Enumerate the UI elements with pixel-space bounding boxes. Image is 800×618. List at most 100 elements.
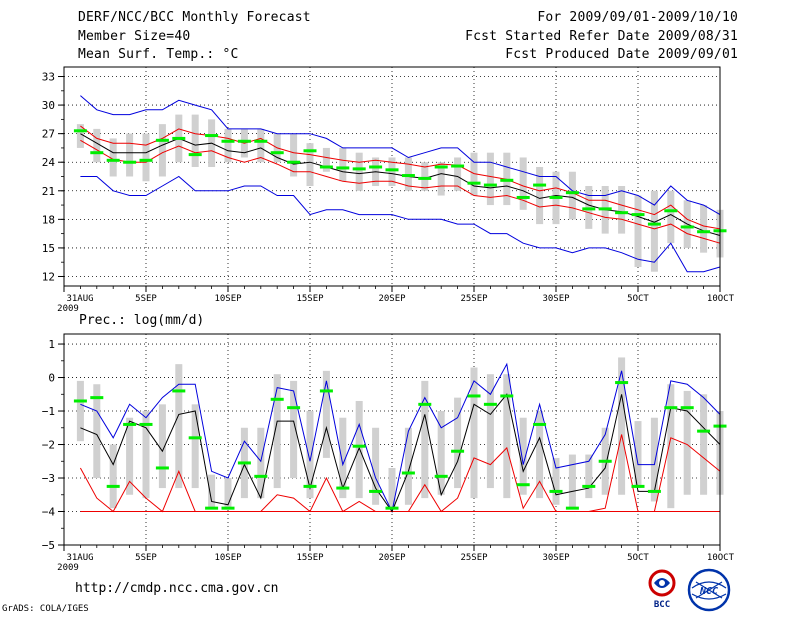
prec-box [486, 374, 494, 489]
prec-box [93, 384, 101, 479]
prec-box [454, 397, 462, 489]
prec-box [388, 467, 396, 509]
temp-max-line [80, 95, 721, 216]
temp-ytick-label: 15 [42, 242, 55, 255]
temp-median-mark [106, 158, 120, 162]
temp-median-mark [500, 178, 514, 182]
temp-median-mark [270, 151, 284, 155]
temp-xtick-label: 10OCT [707, 294, 735, 304]
temp-box [290, 133, 298, 177]
temp-xtick-label: 25SEP [460, 294, 488, 304]
temp-median-mark [287, 160, 301, 164]
temp-box [224, 128, 232, 163]
prec-median-mark [598, 459, 612, 463]
prec-box [76, 380, 84, 442]
temp-median-mark [385, 168, 399, 172]
temp-median-mark [615, 211, 629, 215]
prec-box [273, 374, 281, 489]
temp-box [158, 124, 166, 177]
temp-median-mark [401, 174, 415, 178]
temp-median-mark [565, 191, 579, 195]
prec-median-mark [270, 397, 284, 401]
prec-box [109, 444, 117, 509]
temp-median-mark [664, 209, 678, 213]
prec-xtick-label: 15SEP [296, 553, 324, 563]
temp-median-mark [434, 165, 448, 169]
prec-median-mark [385, 506, 399, 510]
prec-median-mark [73, 399, 87, 403]
temp-median-mark [237, 139, 251, 143]
temp-xtick-label: 10SEP [214, 294, 242, 304]
prec-box [306, 411, 314, 499]
prec-ytick-label: −2 [42, 439, 55, 452]
prec-median-mark [336, 486, 350, 490]
temp-median-mark [303, 149, 317, 153]
prec-box [126, 417, 134, 495]
temp-median-mark [90, 151, 104, 155]
prec-median-mark [205, 506, 219, 510]
temp-ytick-label: 24 [42, 156, 56, 169]
prec-xtick-label: 5OCT [627, 553, 649, 563]
prec-box [568, 454, 576, 509]
temp-box [650, 190, 658, 272]
prec-box [175, 364, 183, 489]
temp-ytick-label: 12 [42, 270, 55, 283]
temp-median-mark [451, 164, 465, 168]
temp-box [257, 128, 265, 163]
temp-median-mark [254, 139, 268, 143]
prec-median-mark [680, 406, 694, 410]
prec-median-mark [237, 461, 251, 465]
prec-median-mark [303, 484, 317, 488]
prec-box [191, 404, 199, 489]
started-date: Fcst Started Refer Date 2009/08/31 [465, 29, 738, 44]
temp-median-mark [697, 230, 711, 234]
prec-median-mark [123, 422, 137, 426]
temp-box [470, 152, 478, 196]
prec-xtick-label: 31AUG [66, 553, 93, 563]
temp-median-mark [221, 139, 235, 143]
prec-median-mark [319, 389, 333, 393]
chart-title: DERF/NCC/BCC Monthly Forecast [78, 10, 311, 25]
prec-box [519, 417, 527, 495]
temp-lower-spread-line [80, 139, 721, 244]
prec-box [355, 400, 363, 499]
temp-xtick-label: 20SEP [378, 294, 406, 304]
prec-median-mark [139, 422, 153, 426]
temp-box [486, 152, 494, 206]
temp-median-mark [631, 213, 645, 217]
prec-box [339, 417, 347, 499]
temp-box [322, 147, 330, 172]
prec-box [470, 367, 478, 499]
temp-median-mark [172, 136, 186, 140]
member-size: Member Size=40 [78, 29, 191, 44]
temp-xtick-label: 5SEP [135, 294, 157, 304]
temp-box [126, 133, 134, 177]
svg-text:BCC: BCC [654, 600, 670, 609]
prec-ytick-label: −3 [42, 472, 55, 485]
source-url[interactable]: http://cmdp.ncc.cma.gov.cn [75, 581, 279, 596]
temp-median-mark [647, 222, 661, 226]
prec-median-mark [565, 506, 579, 510]
prec-box [552, 457, 560, 505]
prec-ytick-label: 1 [48, 338, 55, 351]
prec-xtick-label: 30SEP [542, 553, 570, 563]
temp-box [388, 157, 396, 187]
prec-xtick-label: 20SEP [378, 553, 406, 563]
prec-box [585, 454, 593, 499]
prec-box [224, 478, 232, 509]
temp-xtick-label: 31AUG [66, 294, 93, 304]
temp-median-mark [418, 176, 432, 180]
temp-box [109, 138, 117, 177]
prec-box [667, 384, 675, 509]
temp-median-mark [155, 138, 169, 142]
temp-median-mark [139, 158, 153, 162]
prec-median-mark [664, 406, 678, 410]
temp-box [142, 133, 150, 182]
produced-date: Fcst Produced Date 2009/09/01 [505, 47, 738, 62]
svg-text:NCC: NCC [699, 586, 718, 597]
temp-median-mark [352, 167, 366, 171]
temp-median-mark [123, 160, 137, 164]
temp-median-mark [73, 129, 87, 133]
prec-median-mark [451, 449, 465, 453]
